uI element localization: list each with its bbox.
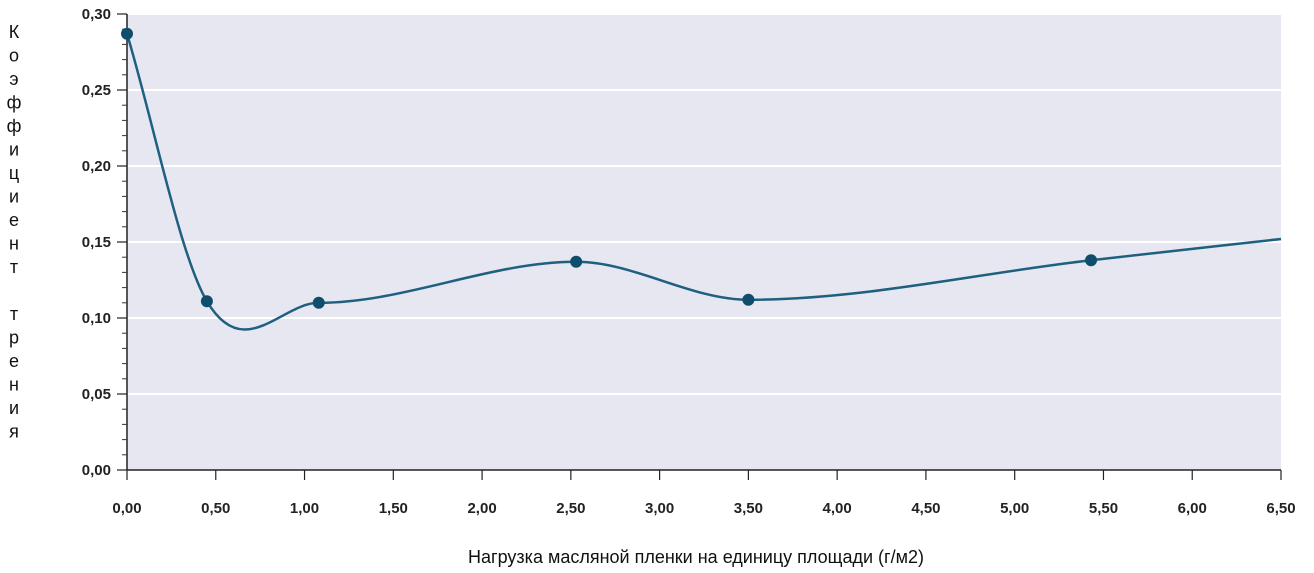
y-tick-label: 0,00 xyxy=(82,462,111,479)
y-axis-title-letter: т xyxy=(10,304,18,324)
y-tick-label: 0,10 xyxy=(82,310,111,327)
data-point xyxy=(1085,254,1098,267)
y-axis-title-letter: о xyxy=(9,46,19,66)
y-axis-title-letter: я xyxy=(9,422,19,442)
y-tick-label: 0,20 xyxy=(82,158,111,175)
data-point xyxy=(200,295,213,308)
y-axis-title-letter: е xyxy=(9,210,19,230)
y-axis-title-letter: ф xyxy=(7,93,22,113)
y-axis-title-letter: н xyxy=(9,234,19,254)
x-tick-label: 0,50 xyxy=(201,500,230,517)
y-axis-title-letter: ф xyxy=(7,116,22,136)
x-axis-title: Нагрузка масляной пленки на единицу площ… xyxy=(468,547,924,567)
series-markers xyxy=(121,27,1098,309)
x-tick-label: 2,50 xyxy=(556,500,585,517)
data-point xyxy=(121,27,133,40)
x-tick-label: 1,00 xyxy=(290,500,319,517)
x-axis-ticks: 0,00 0,50 1,00 1,50 2,00 2,50 3,00 3,50 4,00 4,50… xyxy=(112,470,1296,517)
x-tick-label: 4,50 xyxy=(911,500,940,517)
x-tick-label: 3,00 xyxy=(645,500,674,517)
grid-lines xyxy=(127,13,1281,395)
x-tick-label: 2,00 xyxy=(467,500,496,517)
data-point xyxy=(312,296,325,309)
y-tick-label: 0,15 xyxy=(82,234,111,251)
data-point xyxy=(570,255,583,268)
y-axis-title-letter: ц xyxy=(9,163,19,183)
y-axis-title-letter: и xyxy=(9,398,19,418)
data-point xyxy=(742,293,755,306)
y-tick-label: 0,30 xyxy=(82,6,111,23)
x-tick-label: 0,00 xyxy=(112,500,141,517)
y-axis-title-letter: и xyxy=(9,140,19,160)
y-axis-title-letter: э xyxy=(9,69,18,89)
y-axis-title-letter: р xyxy=(9,328,19,348)
x-tick-label: 6,50 xyxy=(1266,500,1295,517)
y-axis-title-letter: т xyxy=(10,257,18,277)
x-tick-label: 5,50 xyxy=(1089,500,1118,517)
y-axis-ticks: 0,00 0,05 0,10 0,15 0,20 0,25 0,30 xyxy=(82,6,127,479)
x-tick-label: 4,00 xyxy=(823,500,852,517)
y-axis-title-letter: е xyxy=(9,351,19,371)
y-axis-title-letter: и xyxy=(9,187,19,207)
x-tick-label: 3,50 xyxy=(734,500,763,517)
y-axis-title-letter: н xyxy=(9,375,19,395)
x-tick-label: 1,50 xyxy=(379,500,408,517)
y-tick-label: 0,05 xyxy=(82,386,111,403)
x-tick-label: 5,00 xyxy=(1000,500,1029,517)
y-axis-title-letter: К xyxy=(9,22,20,42)
x-tick-label: 6,00 xyxy=(1178,500,1207,517)
y-tick-label: 0,25 xyxy=(82,82,111,99)
